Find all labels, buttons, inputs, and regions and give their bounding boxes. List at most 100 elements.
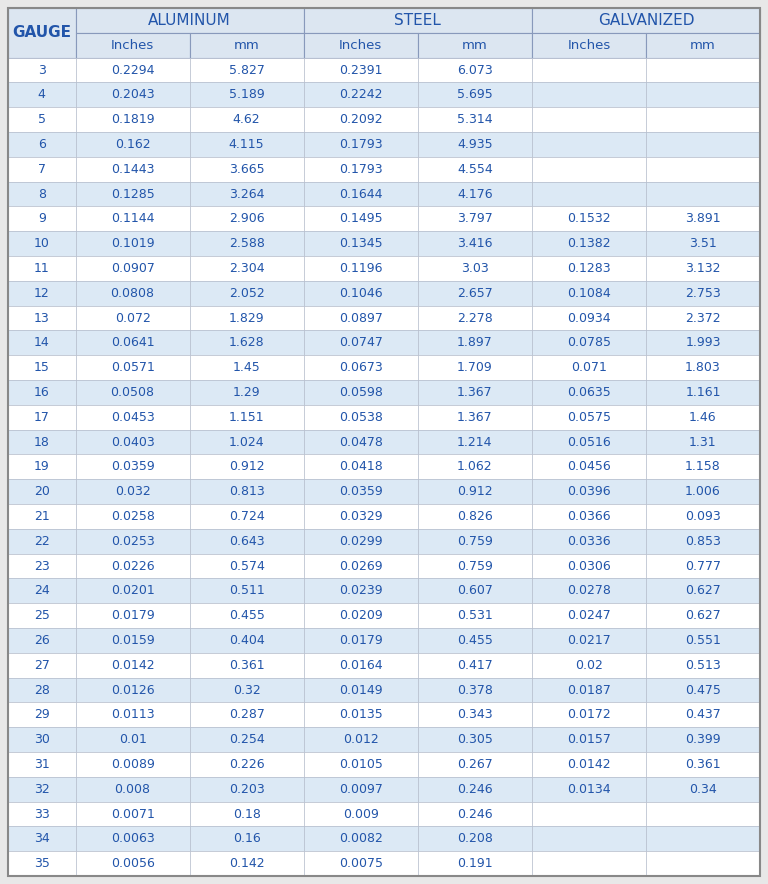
Bar (532, 331, 646, 355)
Bar (303, 232, 418, 256)
Text: 0.574: 0.574 (229, 560, 265, 573)
Text: 0.009: 0.009 (343, 807, 379, 820)
Bar (75, 851, 190, 876)
Text: 2.588: 2.588 (229, 237, 265, 250)
Bar (303, 405, 418, 430)
Text: mm: mm (690, 39, 716, 51)
Bar (646, 33, 760, 57)
Bar (190, 454, 303, 479)
Text: 8: 8 (38, 187, 46, 201)
Bar (190, 57, 303, 82)
Text: 4.176: 4.176 (457, 187, 492, 201)
Bar (75, 430, 190, 454)
Text: 0.0105: 0.0105 (339, 758, 382, 771)
Text: 22: 22 (34, 535, 50, 548)
Bar (303, 306, 418, 331)
Bar (418, 628, 532, 652)
Text: 0.724: 0.724 (229, 510, 264, 523)
Bar (646, 380, 760, 405)
Bar (8, 851, 75, 876)
Bar (8, 82, 75, 107)
Bar (418, 728, 532, 752)
Text: 11: 11 (34, 262, 50, 275)
Text: 32: 32 (34, 782, 50, 796)
Text: ALUMINUM: ALUMINUM (148, 13, 231, 28)
Bar (418, 529, 532, 553)
Text: 0.0747: 0.0747 (339, 336, 382, 349)
Bar (418, 578, 532, 603)
Text: 0.1345: 0.1345 (339, 237, 382, 250)
Text: 0.1819: 0.1819 (111, 113, 154, 126)
Text: 0.551: 0.551 (685, 634, 721, 647)
Bar (532, 529, 646, 553)
Bar (303, 430, 418, 454)
Text: 35: 35 (34, 857, 50, 870)
Bar (8, 752, 75, 777)
Text: 0.0366: 0.0366 (567, 510, 611, 523)
Bar (303, 281, 418, 306)
Text: 1.46: 1.46 (689, 411, 717, 423)
Bar (8, 232, 75, 256)
Bar (190, 156, 303, 181)
Text: 15: 15 (34, 361, 50, 374)
Bar (646, 281, 760, 306)
Text: 0.0299: 0.0299 (339, 535, 382, 548)
Bar (8, 603, 75, 628)
Text: 0.627: 0.627 (685, 609, 721, 622)
Bar (75, 132, 190, 156)
Text: 0.2092: 0.2092 (339, 113, 382, 126)
Bar (75, 33, 190, 57)
Text: 4.935: 4.935 (457, 138, 492, 151)
Text: 0.0934: 0.0934 (567, 311, 611, 324)
Text: 16: 16 (34, 386, 50, 399)
Bar (646, 82, 760, 107)
Bar (418, 479, 532, 504)
Bar (75, 603, 190, 628)
Bar (8, 777, 75, 802)
Bar (646, 752, 760, 777)
Text: 0.0359: 0.0359 (339, 485, 382, 498)
Text: 0.0359: 0.0359 (111, 461, 154, 473)
Bar (418, 430, 532, 454)
Text: 0.0673: 0.0673 (339, 361, 382, 374)
Bar (190, 529, 303, 553)
Bar (532, 504, 646, 529)
Bar (303, 603, 418, 628)
Bar (190, 504, 303, 529)
Text: STEEL: STEEL (394, 13, 441, 28)
Text: 0.1495: 0.1495 (339, 212, 382, 225)
Text: 0.759: 0.759 (457, 560, 493, 573)
Text: 3.797: 3.797 (457, 212, 493, 225)
Text: 0.0641: 0.0641 (111, 336, 154, 349)
Bar (646, 430, 760, 454)
Text: 0.0516: 0.0516 (567, 436, 611, 448)
Text: 0.2294: 0.2294 (111, 64, 154, 77)
Text: 0.0126: 0.0126 (111, 683, 154, 697)
Text: 0.0306: 0.0306 (567, 560, 611, 573)
Text: 0.0172: 0.0172 (567, 708, 611, 721)
Text: 0.0217: 0.0217 (567, 634, 611, 647)
Text: 0.399: 0.399 (685, 733, 721, 746)
Text: 2.906: 2.906 (229, 212, 264, 225)
Bar (532, 703, 646, 728)
Text: 0.0097: 0.0097 (339, 782, 382, 796)
Bar (75, 306, 190, 331)
Bar (418, 827, 532, 851)
Bar (190, 380, 303, 405)
Bar (418, 405, 532, 430)
Text: 0.2242: 0.2242 (339, 88, 382, 102)
Text: 33: 33 (34, 807, 50, 820)
Text: 4.554: 4.554 (457, 163, 493, 176)
Text: 0.0157: 0.0157 (567, 733, 611, 746)
Bar (75, 578, 190, 603)
Bar (418, 82, 532, 107)
Bar (646, 728, 760, 752)
Bar (646, 156, 760, 181)
Bar (532, 306, 646, 331)
Bar (8, 454, 75, 479)
Bar (646, 355, 760, 380)
Bar (75, 553, 190, 578)
Text: 34: 34 (34, 833, 50, 845)
Bar (646, 529, 760, 553)
Text: 0.1283: 0.1283 (567, 262, 611, 275)
